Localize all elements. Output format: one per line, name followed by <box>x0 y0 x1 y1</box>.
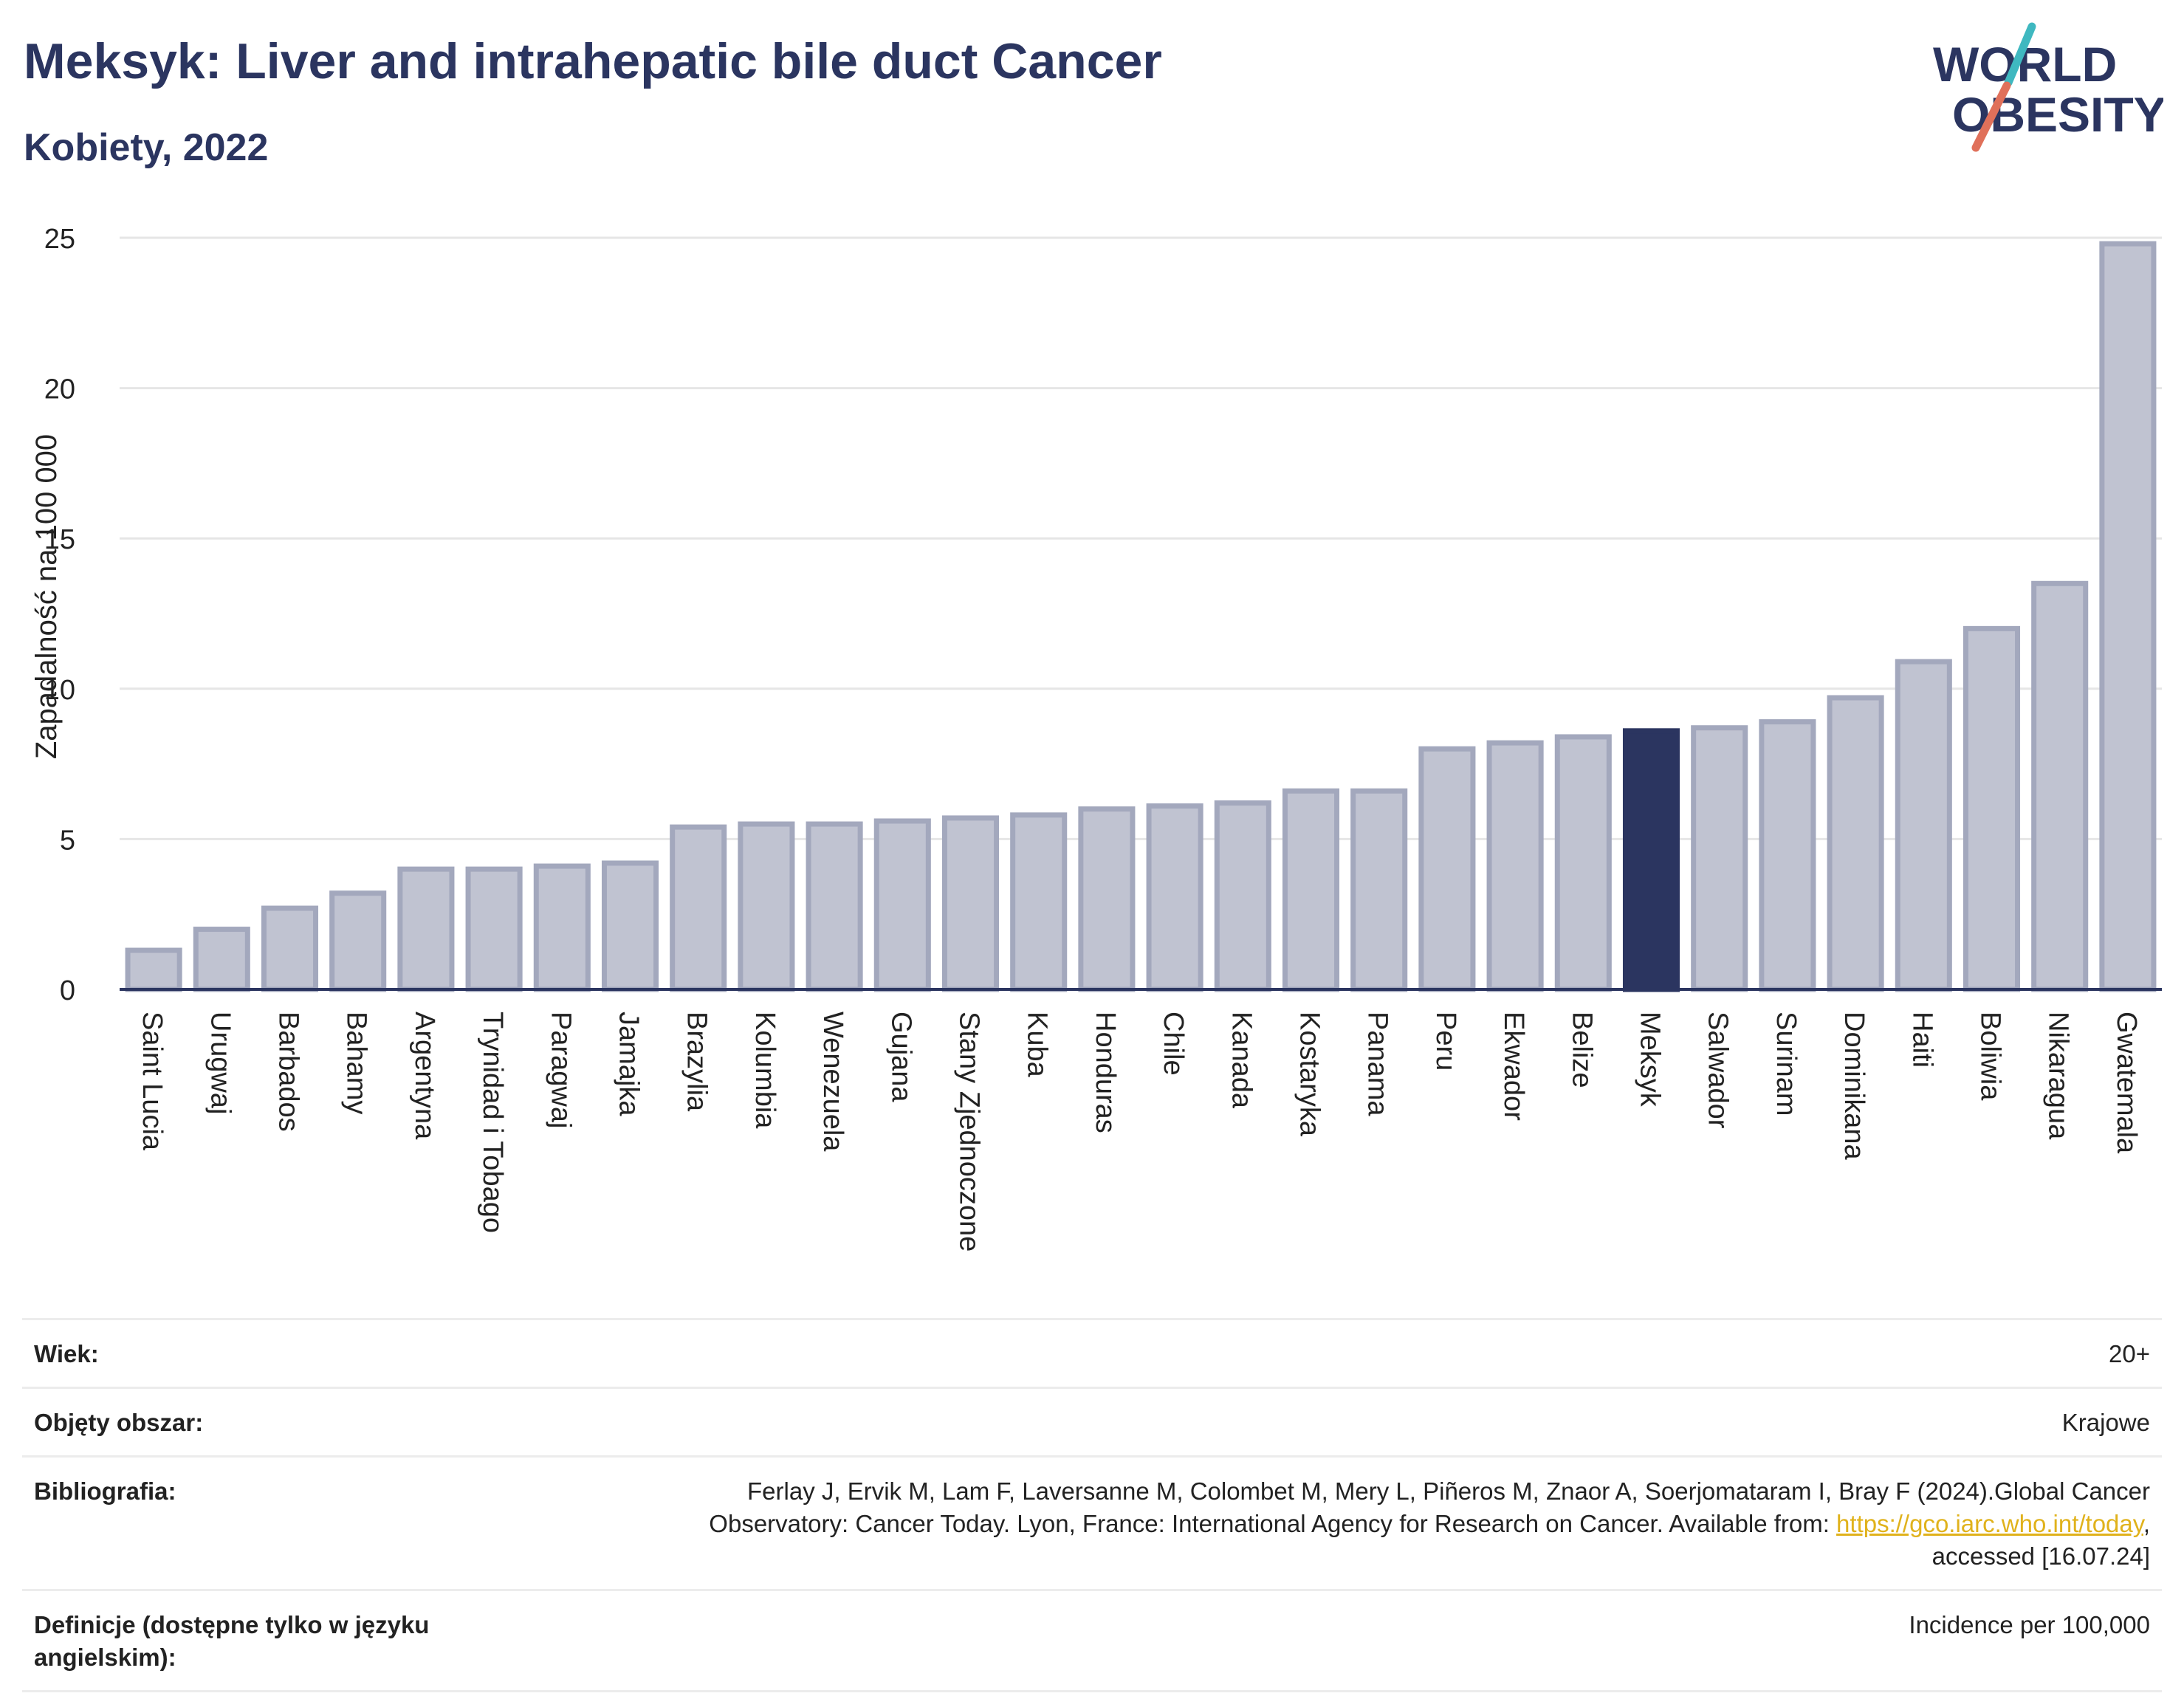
bar-gujana <box>873 818 931 992</box>
x-tick-label: Haiti <box>1906 1012 1937 1068</box>
meta-value-age: 20+ <box>2109 1340 2150 1367</box>
bar-chart: 0 5 10 15 20 25 Saint Lucia Urugwaj Barbados Bah… <box>30 224 2162 1252</box>
x-tick-label: Honduras <box>1090 1012 1121 1133</box>
meta-key-area: Objęty obszar: <box>34 1409 204 1436</box>
bar-kanada <box>1214 800 1271 992</box>
bar-jamajka <box>601 860 659 992</box>
x-tick-label: Salwador <box>1703 1012 1734 1129</box>
x-tick-label: Saint Lucia <box>137 1012 168 1151</box>
x-tick-label: Kolumbia <box>749 1012 780 1129</box>
world-obesity-logo: WORLD OBESITY <box>1933 22 2163 152</box>
x-tick-label: Boliwia <box>1975 1012 2006 1101</box>
y-tick-label: 20 <box>44 374 75 405</box>
x-tick-label: Dominikana <box>1838 1012 1869 1161</box>
bar-gwatemala <box>2099 241 2157 992</box>
bar-kolumbia <box>738 821 795 992</box>
source-link[interactable]: https://gco.iarc.who.int/today <box>1836 1510 2143 1537</box>
bar-boliwia <box>1962 625 2021 992</box>
chart-subtitle: Kobiety, 2022 <box>24 126 269 169</box>
x-tick-label: Surinam <box>1771 1012 1802 1116</box>
bibliography-line-2-text: Observatory: Cancer Today. Lyon, France:… <box>709 1510 1837 1537</box>
bar-stany-zjednoczone <box>941 815 1000 992</box>
y-tick-labels: 0 5 10 15 20 25 <box>44 224 75 1006</box>
y-tick-label: 15 <box>44 524 75 555</box>
y-tick-label: 10 <box>44 675 75 706</box>
x-tick-label: Bahamy <box>341 1012 372 1114</box>
y-tick-label: 0 <box>60 975 75 1006</box>
x-tick-label: Stany Zjednoczone <box>954 1012 985 1252</box>
x-tick-label: Gujana <box>885 1012 916 1102</box>
x-tick-label: Meksyk <box>1635 1012 1666 1108</box>
bar-urugwaj <box>193 927 250 992</box>
x-tick-label: Peru <box>1430 1012 1461 1071</box>
metadata-table: Wiek: 20+ Objęty obszar: Krajowe Bibliog… <box>22 1318 2162 1692</box>
bar-kostaryka <box>1282 788 1340 992</box>
bibliography-line-2: Observatory: Cancer Today. Lyon, France:… <box>709 1508 2150 1540</box>
logo-slash-coral <box>1971 81 2011 152</box>
bar-argentyna <box>397 866 455 992</box>
meta-key-age: Wiek: <box>34 1340 99 1367</box>
x-tick-label: Nikaragua <box>2043 1012 2074 1140</box>
grid-layer <box>120 236 2162 840</box>
y-axis-label: Zapadalność na 100 000 <box>30 434 63 759</box>
bar-bahamy <box>329 890 387 992</box>
bar-kuba <box>1010 812 1068 992</box>
bar-paragwaj <box>533 863 591 992</box>
x-tick-label: Wenezuela <box>817 1012 848 1152</box>
x-tick-label: Kostaryka <box>1294 1012 1325 1137</box>
bar-dominikana <box>1827 695 1884 992</box>
x-tick-label: Chile <box>1158 1012 1189 1076</box>
x-tick-label: Trynidad i Tobago <box>477 1012 508 1233</box>
meta-row-area: Objęty obszar: Krajowe <box>22 1387 2162 1455</box>
y-tick-label: 25 <box>44 224 75 255</box>
chart-title: Meksyk: Liver and intrahepatic bile duct… <box>24 33 1162 89</box>
x-tick-label: Kuba <box>1022 1012 1053 1078</box>
bar-peru <box>1418 746 1476 992</box>
x-tick-label: Gwatemala <box>2111 1012 2142 1154</box>
x-tick-label: Barbados <box>273 1012 304 1132</box>
x-tick-label: Paragwaj <box>545 1012 576 1128</box>
meta-value-definitions: Incidence per 100,000 <box>1909 1611 2150 1638</box>
x-tick-label: Panama <box>1362 1012 1393 1116</box>
meta-row-bibliography: Bibliografia: Ferlay J, Ervik M, Lam F, … <box>22 1455 2162 1589</box>
bar-brazylia <box>670 824 727 992</box>
bar-honduras <box>1078 806 1136 992</box>
x-tick-label: Belize <box>1566 1012 1597 1088</box>
x-tick-label: Ekwador <box>1498 1012 1529 1121</box>
bibliography-line-3: accessed [16.07.24] <box>1931 1542 2150 1570</box>
meta-row-definitions: Definicje (dostępne tylko w języku angie… <box>22 1589 2162 1692</box>
bar-chile <box>1146 803 1203 992</box>
bar-ekwador <box>1486 740 1544 992</box>
bar-surinam <box>1759 719 1816 992</box>
meta-value-area: Krajowe <box>2061 1409 2150 1436</box>
meta-value-bibliography: Ferlay J, Ervik M, Lam F, Laversanne M, … <box>709 1475 2150 1573</box>
bar-belize <box>1554 734 1612 992</box>
x-tick-label: Brazylia <box>681 1012 712 1112</box>
meta-row-age: Wiek: 20+ <box>22 1318 2162 1387</box>
x-tick-labels: Saint Lucia Urugwaj Barbados Bahamy Argentyn… <box>137 1012 2142 1252</box>
bar-nikaragua <box>2031 580 2089 992</box>
bar-meksyk <box>1622 728 1680 992</box>
logo-slash-teal <box>2004 22 2036 87</box>
bar-panama <box>1350 788 1408 992</box>
bibliography-line-1: Ferlay J, Ervik M, Lam F, Laversanne M, … <box>747 1477 2150 1505</box>
bar-trynidad-i-tobago <box>465 866 523 992</box>
x-tick-label: Jamajka <box>614 1012 645 1116</box>
meta-key-definitions: Definicje (dostępne tylko w języku angie… <box>34 1611 430 1671</box>
bar-salwador <box>1691 725 1748 992</box>
x-tick-label: Kanada <box>1226 1012 1257 1109</box>
x-tick-label: Argentyna <box>409 1012 440 1140</box>
meta-key-bibliography: Bibliografia: <box>34 1477 176 1505</box>
bar-wenezuela <box>806 821 863 992</box>
y-tick-label: 5 <box>60 825 75 856</box>
x-tick-label: Urugwaj <box>205 1012 236 1114</box>
bar-barbados <box>261 905 319 992</box>
bar-haiti <box>1895 659 1952 992</box>
bar-saint-lucia <box>125 947 182 992</box>
bibliography-line-2-end: , <box>2143 1510 2150 1537</box>
bar-layer <box>125 241 2157 992</box>
